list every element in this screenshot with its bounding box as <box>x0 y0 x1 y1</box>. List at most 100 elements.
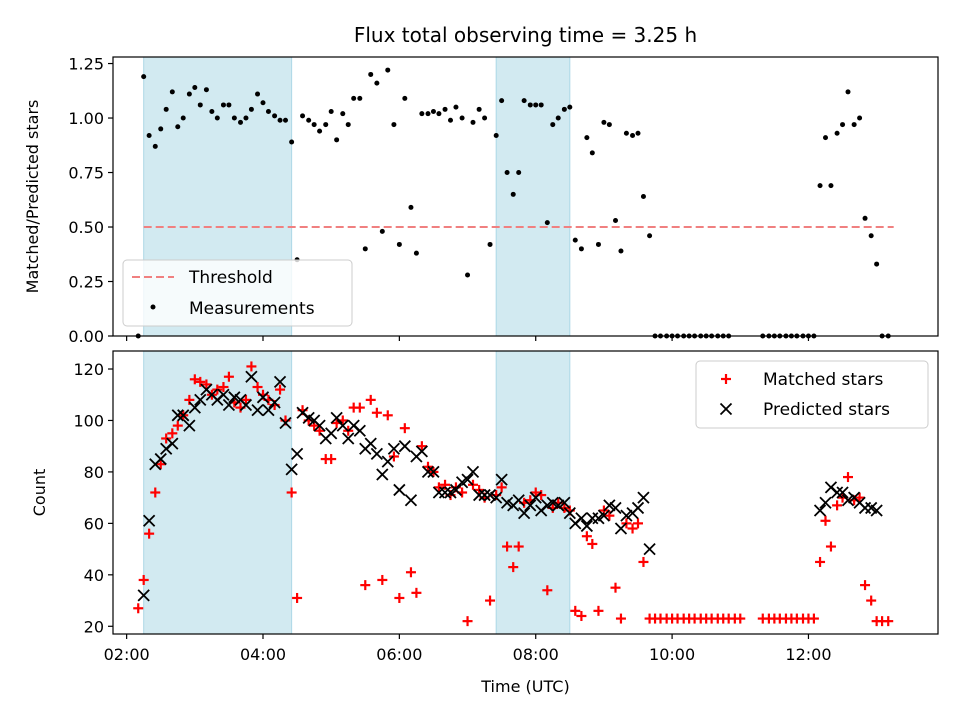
cross-stroke <box>330 411 343 425</box>
predicted-point <box>490 491 503 504</box>
cross-stroke <box>563 506 576 520</box>
measurement-point <box>561 106 567 112</box>
cross-stroke <box>552 499 565 512</box>
measurement-point <box>255 91 261 97</box>
predicted-point <box>597 509 611 522</box>
measurement-point <box>538 102 544 108</box>
cross-stroke <box>819 496 832 509</box>
matched-point <box>433 482 444 493</box>
measurement-point <box>311 122 317 128</box>
predicted-point <box>194 393 207 407</box>
measurement-point <box>260 100 266 106</box>
cross-stroke <box>142 514 156 527</box>
measurement-point <box>175 124 181 130</box>
shaded-intervals <box>143 350 571 635</box>
predicted-point <box>643 542 656 556</box>
cross-stroke <box>381 455 394 468</box>
cross-stroke <box>279 416 292 430</box>
y-tick-label: 40 <box>84 566 104 585</box>
matched-point <box>354 402 365 413</box>
predicted-point <box>336 419 349 432</box>
cross-stroke <box>194 393 207 407</box>
cross-stroke <box>404 494 418 507</box>
cross-stroke <box>461 473 474 486</box>
matched-point <box>808 613 819 624</box>
x-tick-label: 02:00 <box>104 645 150 664</box>
legend-measurements-swatch <box>150 304 156 310</box>
matched-point <box>825 541 836 552</box>
measurement-point <box>817 183 823 189</box>
cross-stroke <box>558 496 571 509</box>
measurement-point <box>487 241 493 247</box>
cross-stroke <box>228 391 241 404</box>
top-axes-frame <box>112 56 939 337</box>
shaded-interval <box>495 56 571 337</box>
predicted-point <box>364 437 377 450</box>
matched-point <box>496 482 507 493</box>
y-tick-label: 1.00 <box>68 109 104 128</box>
bottom-y-axis-label: Count <box>30 469 49 517</box>
measurement-point <box>158 126 164 132</box>
matched-point <box>604 510 615 521</box>
measurement-point <box>374 80 380 86</box>
predicted-point <box>631 501 645 515</box>
legend-measurements-label: Measurements <box>189 299 315 319</box>
top-legend-box <box>122 259 353 327</box>
x-tick-label: 10:00 <box>649 645 695 664</box>
measurement-point <box>328 108 334 114</box>
measurement-point <box>482 115 488 121</box>
cross-stroke <box>870 504 883 517</box>
predicted-point <box>472 488 486 502</box>
cross-stroke <box>364 437 377 450</box>
shaded-interval <box>143 350 293 635</box>
measurement-point <box>828 183 834 189</box>
predicted-point <box>188 401 201 414</box>
cross-stroke <box>719 402 733 416</box>
matched-point <box>144 528 155 539</box>
measurement-point <box>567 104 573 110</box>
measurement-point <box>209 108 215 114</box>
predicted-point <box>427 465 440 479</box>
predicted-point <box>495 473 508 486</box>
predicted-point <box>524 499 537 512</box>
measurement-point <box>823 135 828 141</box>
predicted-point <box>461 473 474 486</box>
matched-point <box>133 603 144 614</box>
cross-stroke <box>824 481 838 494</box>
x-tick-label: 12:00 <box>785 645 831 664</box>
matched-point <box>399 423 410 434</box>
predicted-point <box>256 391 270 404</box>
matched-point <box>832 500 843 511</box>
measurement-point <box>408 204 414 210</box>
predicted-point <box>393 483 406 497</box>
matched-point <box>314 425 325 436</box>
measurement-point <box>544 220 550 226</box>
matched-point <box>138 574 149 585</box>
measurement-point <box>197 102 203 108</box>
measurement-point <box>323 122 329 128</box>
measurement-point <box>845 89 851 95</box>
measurement-point <box>220 102 226 108</box>
matched-point <box>382 410 393 421</box>
predicted-point <box>325 427 338 440</box>
measurement-point <box>214 115 220 121</box>
count-panel: 20 40 60 80 100 120 02:00 04:00 06:00 08:00 10:00… <box>30 350 939 696</box>
cross-stroke <box>597 509 611 522</box>
predicted-point <box>313 419 326 432</box>
measurement-point <box>584 135 590 141</box>
cross-stroke <box>575 512 588 525</box>
cross-stroke <box>472 488 486 502</box>
measurement-point <box>146 132 152 138</box>
predicted-point <box>273 375 287 389</box>
measurement-point <box>510 191 516 197</box>
cross-stroke <box>177 409 190 422</box>
measurement-point <box>499 98 505 104</box>
measurement-point <box>840 122 846 128</box>
predicted-point <box>381 455 394 468</box>
matched-point <box>246 361 257 372</box>
measurement-point <box>555 115 561 121</box>
cross-stroke <box>290 447 304 461</box>
measurement-point <box>345 122 351 128</box>
measurement-point <box>391 122 397 128</box>
matched-point <box>218 382 229 393</box>
